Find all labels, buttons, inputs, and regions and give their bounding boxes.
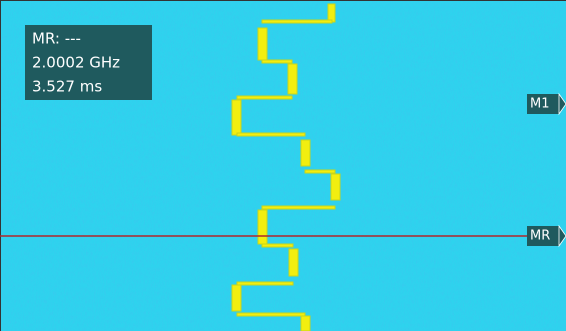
readout-line: MR: ---: [32, 30, 81, 48]
readout-line: 3.527 ms: [32, 78, 102, 96]
marker-label: MR: [530, 229, 550, 244]
signal-trace: [231, 3, 341, 331]
readout-line: 2.0002 GHz: [32, 54, 120, 72]
marker-label: M1: [530, 97, 550, 112]
marker-tag[interactable]: MR: [527, 224, 566, 248]
marker-tag[interactable]: M1: [527, 92, 566, 116]
readout-box: [25, 25, 152, 100]
